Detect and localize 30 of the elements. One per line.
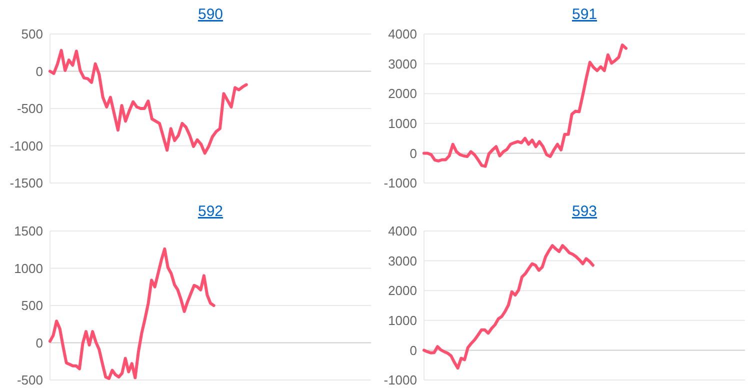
y-tick-label: -500	[16, 372, 43, 388]
y-tick-label: 2000	[388, 283, 417, 298]
y-tick-label: 3000	[388, 56, 417, 72]
y-tick-label: 2000	[388, 86, 417, 102]
y-tick-label: 1500	[14, 224, 43, 239]
line-series	[48, 48, 248, 155]
y-tick-label: 1000	[14, 260, 43, 276]
y-tick-label: 3000	[388, 253, 417, 268]
chart-title: 591	[572, 6, 598, 23]
y-tick-label: 1000	[388, 116, 417, 131]
y-tick-label: -1500	[10, 176, 43, 191]
y-tick-label: -1000	[384, 372, 417, 388]
y-tick-label: 0	[36, 335, 43, 350]
line-series	[422, 44, 628, 168]
chart-title: 590	[198, 6, 224, 23]
y-tick-label: 0	[410, 342, 417, 358]
y-tick-label: -1000	[10, 138, 43, 154]
y-tick-label: -1000	[384, 176, 417, 191]
y-tick-label: 0	[410, 146, 417, 161]
y-tick-label: 1000	[388, 312, 417, 328]
chart-title: 593	[572, 203, 598, 220]
y-tick-label: 0	[36, 64, 43, 79]
line-series	[422, 244, 594, 370]
y-tick-label: 500	[21, 26, 43, 42]
y-tick-label: 4000	[388, 26, 417, 42]
y-tick-label: 500	[21, 298, 43, 314]
line-series	[48, 247, 216, 380]
y-tick-label: -500	[16, 101, 43, 116]
y-tick-label: 4000	[388, 224, 417, 239]
chart-title: 592	[198, 203, 224, 220]
